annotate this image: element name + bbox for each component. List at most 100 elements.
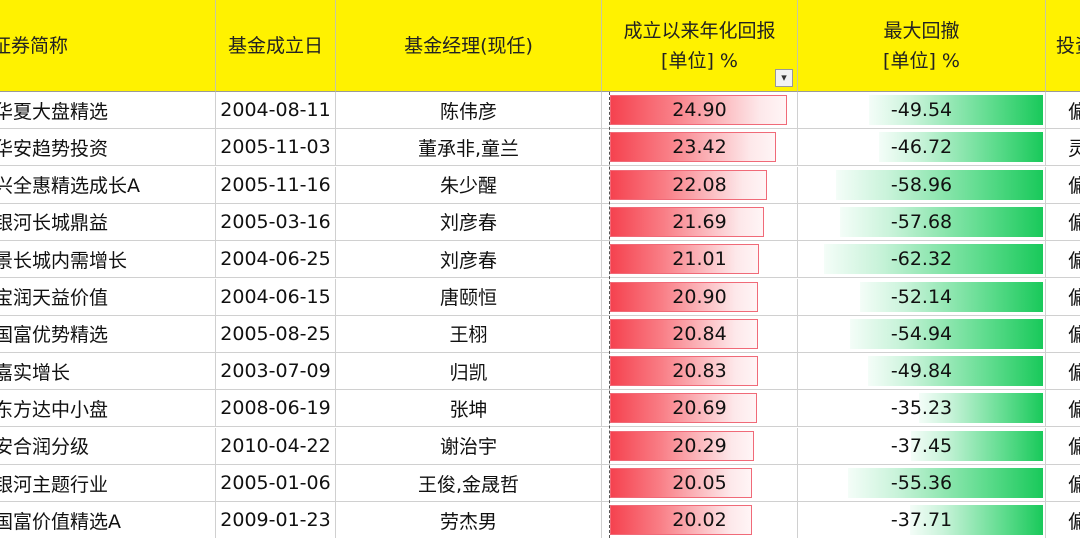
- cell-annualized-return[interactable]: 20.90: [602, 278, 798, 316]
- cell-inception-date[interactable]: 2005-08-25: [216, 315, 336, 353]
- cell-fund-name[interactable]: 银河长城鼎益: [0, 203, 216, 241]
- cell-fund-name[interactable]: 国富价值精选A: [0, 502, 216, 538]
- cell-inception-date[interactable]: 2010-04-22: [216, 427, 336, 465]
- cell-invest-type[interactable]: 偏: [1046, 428, 1080, 465]
- cell-inception-date[interactable]: 2004-06-15: [216, 278, 336, 316]
- cell-annualized-return[interactable]: 21.69: [602, 203, 798, 241]
- cell-invest-type[interactable]: 偏: [1046, 167, 1080, 204]
- cell-inception-date[interactable]: 2008-06-19: [216, 390, 336, 428]
- cell-annualized-return[interactable]: 20.05: [602, 465, 798, 502]
- max-drawdown-databar: [911, 430, 1043, 461]
- cell-max-drawdown[interactable]: -46.72: [798, 129, 1046, 167]
- cell-max-drawdown[interactable]: -49.54: [798, 92, 1046, 129]
- cell-fund-name[interactable]: 宝润天益价值: [0, 278, 216, 316]
- cell-fund-manager[interactable]: 归凯: [336, 353, 602, 391]
- cell-fund-manager[interactable]: 王栩: [336, 315, 602, 353]
- cell-max-drawdown[interactable]: -62.32: [798, 241, 1046, 279]
- cell-invest-type[interactable]: 偏: [1046, 279, 1080, 316]
- max-drawdown-value: -58.96: [890, 173, 953, 196]
- annualized-return-value: 20.69: [672, 397, 727, 420]
- max-drawdown-value: -37.71: [890, 509, 953, 532]
- cell-annualized-return[interactable]: 20.69: [602, 390, 798, 428]
- inception-date-text: 2004-06-15: [220, 285, 331, 308]
- cell-fund-name[interactable]: 华安趋势投资: [0, 129, 216, 167]
- cell-inception-date[interactable]: 2005-11-03: [216, 129, 336, 167]
- cell-fund-name[interactable]: 国富优势精选: [0, 315, 216, 353]
- cell-fund-name[interactable]: 华夏大盘精选: [0, 92, 216, 129]
- cell-invest-type[interactable]: 偏: [1046, 502, 1080, 538]
- header-inception-date[interactable]: 基金成立日: [216, 0, 336, 92]
- fund-name-text: 兴全惠精选成长A: [0, 175, 140, 198]
- header-fund-manager[interactable]: 基金经理(现任): [336, 0, 602, 92]
- annualized-return-value: 20.84: [672, 322, 727, 345]
- cell-fund-name[interactable]: 银河主题行业: [0, 465, 216, 502]
- cell-max-drawdown[interactable]: -58.96: [798, 166, 1046, 204]
- cell-fund-name[interactable]: 安合润分级: [0, 427, 216, 465]
- fund-name-text: 银河主题行业: [0, 473, 109, 496]
- cell-max-drawdown[interactable]: -52.14: [798, 278, 1046, 316]
- inception-date-text: 2003-07-09: [220, 360, 331, 383]
- annualized-return-databar: [610, 468, 752, 498]
- cell-fund-name[interactable]: 嘉实增长: [0, 353, 216, 391]
- cell-fund-name[interactable]: 兴全惠精选成长A: [0, 166, 216, 204]
- annualized-return-databar: [610, 206, 764, 237]
- cell-fund-manager[interactable]: 陈伟彦: [336, 92, 602, 129]
- cell-invest-type[interactable]: 偏: [1046, 92, 1080, 129]
- cell-max-drawdown[interactable]: -57.68: [798, 203, 1046, 241]
- header-annualized-return[interactable]: 成立以来年化回报 [单位] % ▾: [602, 0, 798, 92]
- cell-annualized-return[interactable]: 20.84: [602, 315, 798, 353]
- inception-date-text: 2005-01-06: [220, 472, 331, 494]
- cell-max-drawdown[interactable]: -37.45: [798, 427, 1046, 465]
- cell-fund-manager[interactable]: 王俊,金晟哲: [336, 465, 602, 502]
- cell-invest-type[interactable]: 偏: [1046, 204, 1080, 241]
- cell-max-drawdown[interactable]: -49.84: [798, 353, 1046, 391]
- cell-inception-date[interactable]: 2005-03-16: [216, 203, 336, 241]
- annualized-return-value: 21.69: [672, 210, 727, 233]
- header-max-drawdown[interactable]: 最大回撤 [单位] %: [798, 0, 1046, 92]
- cell-fund-name[interactable]: 景长城内需增长: [0, 241, 216, 279]
- cell-inception-date[interactable]: 2003-07-09: [216, 353, 336, 391]
- cell-fund-manager[interactable]: 董承非,童兰: [336, 129, 602, 167]
- cell-inception-date[interactable]: 2004-08-11: [216, 92, 336, 129]
- cell-annualized-return[interactable]: 21.01: [602, 241, 798, 279]
- cell-fund-manager[interactable]: 劳杰男: [336, 502, 602, 538]
- fund-name-text: 嘉实增长: [0, 361, 71, 384]
- cell-max-drawdown[interactable]: -35.23: [798, 390, 1046, 428]
- cell-inception-date[interactable]: 2005-11-16: [216, 166, 336, 204]
- max-drawdown-value: -37.45: [890, 434, 953, 457]
- inception-date-text: 2005-11-03: [220, 136, 331, 159]
- cell-fund-manager[interactable]: 张坤: [336, 390, 602, 428]
- cell-annualized-return[interactable]: 20.02: [602, 502, 798, 538]
- cell-max-drawdown[interactable]: -55.36: [798, 465, 1046, 502]
- cell-invest-type[interactable]: 灵: [1046, 129, 1080, 167]
- cell-annualized-return[interactable]: 20.83: [602, 353, 798, 391]
- cell-max-drawdown[interactable]: -37.71: [798, 502, 1046, 538]
- filter-icon[interactable]: ▾: [775, 69, 793, 87]
- annualized-return-value: 20.05: [672, 472, 727, 494]
- cell-invest-type[interactable]: 偏: [1046, 241, 1080, 279]
- cell-max-drawdown[interactable]: -54.94: [798, 315, 1046, 353]
- header-invest-type[interactable]: 投资: [1046, 0, 1080, 92]
- cell-inception-date[interactable]: 2004-06-25: [216, 241, 336, 279]
- cell-fund-name[interactable]: 东方达中小盘: [0, 390, 216, 428]
- cell-fund-manager[interactable]: 朱少醒: [336, 166, 602, 204]
- cell-fund-manager[interactable]: 唐颐恒: [336, 278, 602, 316]
- cell-inception-date[interactable]: 2009-01-23: [216, 502, 336, 538]
- cell-invest-type[interactable]: 偏: [1046, 390, 1080, 428]
- max-drawdown-databar: [919, 393, 1043, 424]
- max-drawdown-databar: [868, 356, 1043, 387]
- header-fund-name[interactable]: 证券简称: [0, 0, 216, 92]
- cell-invest-type[interactable]: 偏: [1046, 353, 1080, 391]
- max-drawdown-value: -54.94: [890, 322, 953, 345]
- cell-fund-manager[interactable]: 刘彦春: [336, 203, 602, 241]
- invest-type-text: 偏: [1068, 320, 1080, 347]
- cell-fund-manager[interactable]: 刘彦春: [336, 241, 602, 279]
- cell-fund-manager[interactable]: 谢治宇: [336, 427, 602, 465]
- cell-inception-date[interactable]: 2005-01-06: [216, 465, 336, 502]
- cell-annualized-return[interactable]: 24.90: [602, 92, 798, 129]
- cell-annualized-return[interactable]: 23.42: [602, 129, 798, 167]
- cell-annualized-return[interactable]: 20.29: [602, 427, 798, 465]
- cell-invest-type[interactable]: 偏: [1046, 465, 1080, 502]
- cell-invest-type[interactable]: 偏: [1046, 316, 1080, 353]
- cell-annualized-return[interactable]: 22.08: [602, 166, 798, 204]
